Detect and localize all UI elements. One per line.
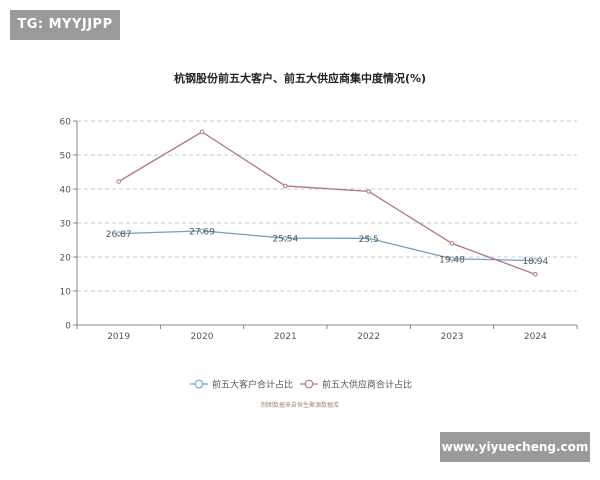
- y-tick-label: 0: [65, 322, 71, 332]
- series-line-2: [118, 131, 536, 275]
- data-point: [199, 228, 205, 234]
- x-tick-label: 2019: [107, 332, 130, 342]
- y-tick-label: 60: [60, 118, 72, 128]
- y-tick-label: 20: [60, 254, 72, 264]
- legend-swatch-marker: [304, 379, 314, 389]
- data-point: [449, 241, 455, 246]
- y-tick-label: 10: [60, 288, 72, 298]
- data-point: [366, 236, 371, 241]
- y-tick-label: 50: [60, 152, 72, 162]
- data-point: [283, 183, 288, 189]
- series: 26.87 27.69 25.54 25.5 19.48 18.94: [106, 129, 548, 277]
- data-point: [116, 179, 121, 184]
- chart-source: 制图数据来自恒生聚源数据库: [261, 401, 339, 409]
- data-point: [533, 272, 538, 277]
- grid: [77, 120, 577, 292]
- series-line-1: [118, 230, 536, 262]
- x-tick-label: 2021: [274, 332, 297, 342]
- legend-label: 前五大供应商合计占比: [322, 379, 412, 391]
- x-tick-label: 2022: [357, 332, 380, 342]
- data-label: 25.54: [272, 235, 298, 245]
- data-point: [366, 189, 371, 194]
- data-label: 27.69: [189, 227, 215, 237]
- y-tick-label: 30: [60, 220, 72, 230]
- data-point: [199, 129, 205, 135]
- x-tick-label: 2024: [524, 332, 547, 342]
- data-label: 26.87: [106, 230, 132, 240]
- y-tick-label: 40: [60, 186, 72, 196]
- data-label: 25.5: [359, 235, 379, 245]
- data-point: [116, 231, 121, 236]
- data-point: [283, 235, 288, 241]
- data-point: [533, 258, 538, 263]
- x-tick-label: 2020: [191, 332, 214, 342]
- data-label: 18.94: [522, 257, 548, 267]
- legend: 前五大客户合计占比 前五大供应商合计占比: [190, 379, 412, 391]
- x-tick-label: 2023: [441, 332, 464, 342]
- legend-swatch-marker: [194, 379, 204, 389]
- site-watermark: www.yiyuecheng.com: [440, 432, 590, 462]
- data-label: 19.48: [439, 255, 465, 265]
- legend-label: 前五大客户合计占比: [212, 379, 293, 391]
- axes: 0 10 20 30 40 50 60 2019 2020 2021 2022 2023 2024: [60, 118, 578, 342]
- chart-title: 杭钢股份前五大客户、前五大供应商集中度情况(%): [174, 71, 426, 85]
- data-point: [449, 256, 455, 262]
- tg-watermark: TG: MYYJJPP: [10, 10, 120, 40]
